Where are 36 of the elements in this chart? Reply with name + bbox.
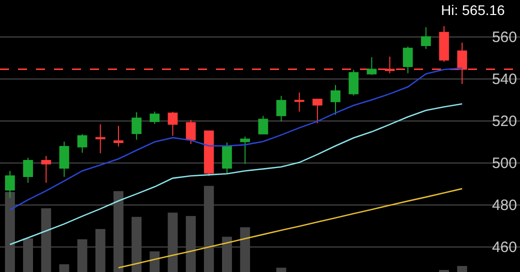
candlestick <box>23 157 33 184</box>
candlestick <box>77 134 88 154</box>
bar <box>276 268 286 272</box>
candlestick <box>222 142 232 174</box>
y-tick-label: 540 <box>492 71 517 88</box>
candlestick <box>59 141 70 178</box>
candlestick <box>95 124 106 154</box>
annotation: Hi: 565.16 <box>441 2 506 18</box>
candlestick <box>168 111 178 136</box>
line-series <box>9 68 463 211</box>
candlestick <box>204 130 214 176</box>
candlestick <box>312 98 322 124</box>
candlestick <box>132 112 142 140</box>
bar <box>59 264 70 272</box>
bar <box>150 251 160 272</box>
y-tick-label: 460 <box>492 239 517 256</box>
candlestick <box>240 136 250 164</box>
candlestick <box>294 92 304 112</box>
candlestick <box>150 111 160 124</box>
y-tick-label: 520 <box>492 113 517 130</box>
candlestick <box>402 46 413 74</box>
candlestick <box>366 56 377 76</box>
y-tick-label: 560 <box>492 29 517 46</box>
candlestick <box>186 119 196 144</box>
candlestick <box>439 26 449 62</box>
candlestick <box>41 155 52 184</box>
y-tick-label: 500 <box>492 155 517 172</box>
candlestick <box>258 115 268 134</box>
candlestick <box>421 26 431 50</box>
candlestick <box>114 125 124 147</box>
candlestick <box>348 69 359 96</box>
y-tick-label: 480 <box>492 197 517 214</box>
candlestick <box>330 84 340 116</box>
line-series <box>9 103 463 246</box>
candlestick <box>276 95 286 122</box>
bar <box>457 266 468 272</box>
